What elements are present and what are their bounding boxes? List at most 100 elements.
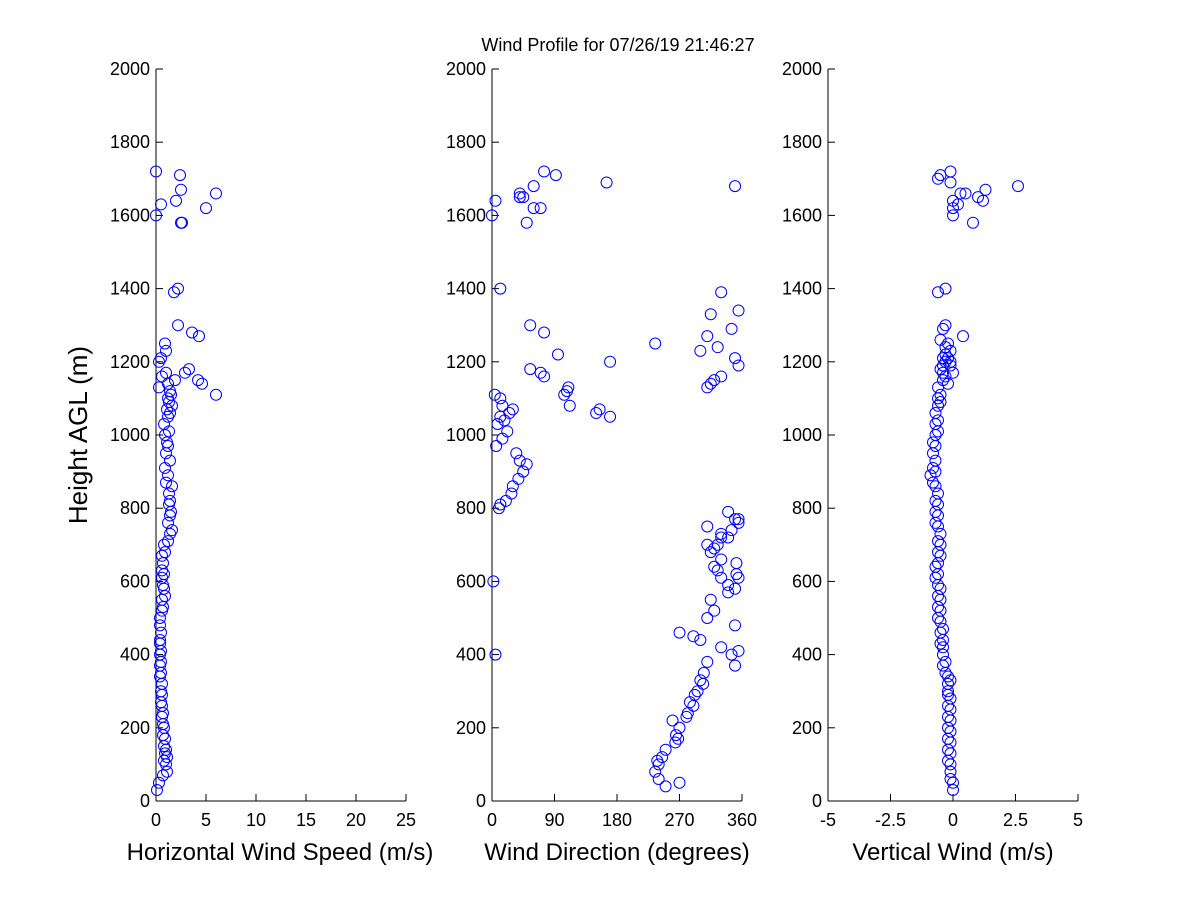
direction-data-point — [517, 465, 530, 478]
horizontal-speed-data-point — [156, 710, 168, 723]
horizontal-speed-data-point — [161, 436, 173, 449]
vertical-wind-data-point — [942, 699, 954, 712]
direction-data-point — [669, 736, 682, 749]
horizontal-speed-y-tick-label: 1400 — [110, 279, 150, 299]
horizontal-speed-data-point — [151, 784, 163, 797]
vertical-wind-y-tick-label: 1000 — [782, 425, 822, 445]
horizontal-speed-data-point — [179, 366, 191, 379]
vertical-wind-data-point — [937, 352, 949, 365]
horizontal-speed-y-tick-label: 600 — [120, 571, 150, 591]
vertical-wind-y-tick-label: 800 — [792, 498, 822, 518]
direction-data-point — [604, 410, 617, 423]
direction-data-point — [722, 505, 735, 518]
direction-y-tick-label: 400 — [456, 645, 486, 665]
horizontal-speed-data-point — [166, 524, 178, 537]
vertical-wind-data-point — [944, 758, 957, 771]
horizontal-wind-speed-panel: 0 200 400 600 800 1000 1200 1400 1600 1800 2000 0 5 1… — [110, 59, 416, 830]
horizontal-speed-data-point — [162, 439, 174, 452]
vertical-wind-y-tick-label: 1400 — [782, 279, 822, 299]
direction-y-tick-label: 1000 — [446, 425, 486, 445]
vertical-wind-data-point — [1012, 180, 1024, 193]
vertical-wind-data-point — [932, 601, 944, 614]
direction-data-point — [486, 209, 498, 222]
vertical-wind-data-point — [929, 407, 942, 420]
horizontal-speed-data-point — [154, 633, 166, 646]
horizontal-speed-data-point — [168, 286, 180, 299]
direction-data-point — [600, 176, 613, 189]
vertical-wind-data-point — [929, 560, 942, 573]
vertical-wind-data-point — [942, 685, 954, 698]
horizontal-speed-data-point — [156, 593, 168, 606]
direction-data-point — [549, 169, 562, 182]
direction-data-point — [558, 388, 571, 401]
vertical-wind-data-point — [929, 418, 942, 431]
direction-data-point — [701, 612, 714, 624]
direction-data-point — [701, 330, 714, 343]
vertical-wind-data-point — [929, 505, 942, 518]
vertical-wind-data-point — [942, 677, 954, 690]
vertical-wind-data-point — [932, 612, 944, 624]
vertical-wind-data-point — [942, 710, 954, 723]
direction-data-point — [729, 180, 742, 193]
horizontal-speed-data-point — [200, 202, 212, 215]
vertical-wind-data-point — [937, 366, 949, 379]
direction-y-tick-label: 800 — [456, 498, 486, 518]
horizontal-speed-data-point — [155, 198, 167, 211]
direction-data-point — [732, 644, 745, 657]
direction-data-point — [487, 575, 500, 588]
horizontal-speed-data-point — [155, 685, 167, 698]
direction-data-point — [491, 418, 504, 431]
vertical-wind-data-point — [932, 590, 944, 603]
direction-data-point — [534, 366, 547, 379]
vertical-wind-data-point — [942, 337, 954, 350]
direction-data-point — [513, 191, 526, 204]
horizontal-speed-x-tick-label: 0 — [151, 810, 161, 830]
vertical-wind-data-point — [929, 516, 942, 529]
direction-data-point — [687, 630, 700, 643]
direction-data-point — [704, 377, 717, 390]
direction-data-point — [715, 553, 728, 566]
direction-data-point — [715, 527, 728, 540]
vertical-wind-data-point — [944, 714, 957, 727]
direction-data-point — [496, 399, 509, 412]
direction-x-tick-label: 360 — [727, 810, 757, 830]
horizontal-speed-data-point — [150, 209, 162, 222]
vertical-wind-data-point — [932, 399, 944, 412]
vertical-wind-data-point — [944, 765, 957, 778]
vertical-wind-data-point — [954, 187, 967, 200]
vertical-wind-data-point — [934, 363, 947, 376]
x-axis-label-vertical-wind: Vertical Wind (m/s) — [852, 839, 1053, 866]
direction-data-point — [691, 685, 704, 698]
horizontal-speed-data-point — [163, 396, 175, 409]
vertical-wind-data-point — [932, 535, 944, 548]
direction-y-tick-label: 600 — [456, 571, 486, 591]
direction-data-point — [501, 425, 514, 438]
direction-data-point — [697, 666, 710, 679]
horizontal-speed-data-point — [164, 454, 176, 467]
direction-x-tick-label: 90 — [544, 810, 564, 830]
y-axis-label-height: Height AGL (m) — [63, 346, 93, 524]
horizontal-speed-data-point — [196, 377, 208, 390]
horizontal-speed-data-point — [175, 183, 187, 196]
direction-data-point — [649, 765, 662, 778]
vertical-wind-data-point — [932, 546, 944, 559]
vertical-wind-data-point — [934, 582, 947, 595]
direction-data-point — [715, 370, 728, 383]
horizontal-speed-data-point — [158, 418, 170, 431]
direction-y-tick-label: 1400 — [446, 279, 486, 299]
direction-data-point — [489, 194, 502, 207]
direction-y-tick-label: 200 — [456, 718, 486, 738]
horizontal-speed-data-point — [161, 765, 173, 778]
direction-data-point — [694, 674, 707, 687]
vertical-wind-data-point — [944, 773, 957, 786]
direction-data-point — [711, 341, 724, 354]
vertical-wind-data-point — [934, 169, 947, 182]
vertical-wind-data-point — [927, 476, 939, 489]
horizontal-speed-data-point — [156, 370, 168, 383]
direction-data-point — [694, 344, 707, 357]
direction-data-point — [505, 487, 518, 500]
vertical-wind-y-tick-label: 1800 — [782, 132, 822, 152]
vertical-wind-data-point — [942, 754, 954, 767]
vertical-wind-data-point — [932, 381, 944, 394]
